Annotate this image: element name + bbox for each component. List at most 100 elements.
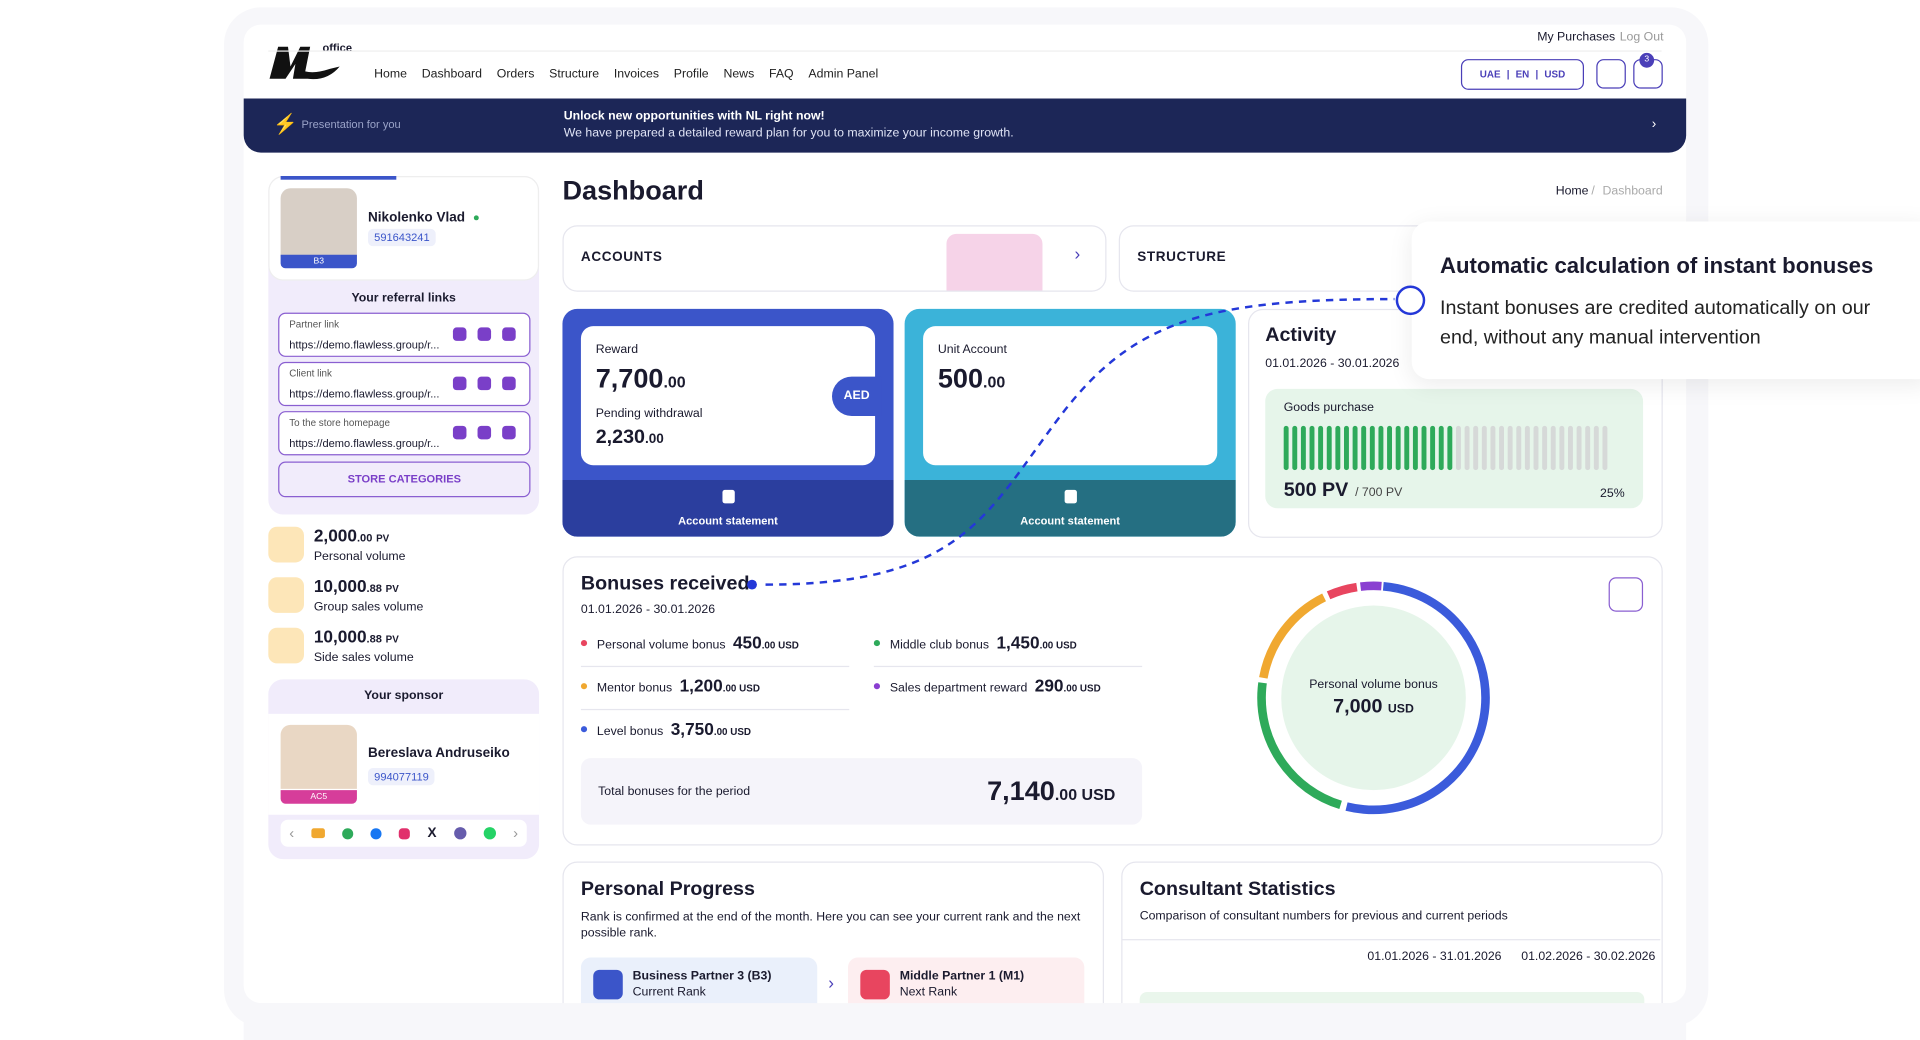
- tooltip-anchor: [1395, 285, 1426, 316]
- sponsor-avatar: [280, 724, 357, 789]
- progress-segment: [1300, 425, 1306, 471]
- stat-value: 2,000.00 PV: [314, 526, 389, 548]
- calendar-button[interactable]: [1608, 577, 1644, 612]
- copy-button[interactable]: [502, 425, 516, 440]
- qr-button[interactable]: [452, 327, 467, 341]
- stat-frac: .88: [366, 582, 382, 595]
- bonus-int: 1,200: [679, 675, 723, 696]
- progress-segment: [1524, 425, 1530, 471]
- progress-segment: [1361, 425, 1367, 471]
- nav-item[interactable]: News: [723, 67, 755, 82]
- qr-button[interactable]: [452, 425, 467, 440]
- period-current: 01.02.2026 - 30.02.2026: [1521, 950, 1656, 964]
- share-button[interactable]: [477, 327, 492, 341]
- avatar: [280, 188, 357, 258]
- locale-item[interactable]: UAE: [1479, 68, 1501, 81]
- stat-label: Side sales volume: [313, 651, 414, 665]
- nav-item[interactable]: Home: [374, 67, 408, 82]
- share-button[interactable]: [477, 425, 492, 440]
- unit-statement[interactable]: Account statement: [1020, 514, 1121, 527]
- progress-segment: [1387, 425, 1393, 471]
- breadcrumb-home[interactable]: Home: [1555, 184, 1589, 199]
- accounts-tab[interactable]: [562, 225, 1107, 292]
- log-out[interactable]: Log Out: [1619, 30, 1664, 45]
- bonus-name: Personal volume bonus: [596, 638, 726, 653]
- reward-statement[interactable]: Account statement: [678, 514, 778, 527]
- divider: [580, 708, 850, 711]
- mail[interactable]: [311, 828, 326, 839]
- banner[interactable]: [243, 98, 1687, 153]
- instagram[interactable]: [399, 827, 411, 839]
- nav-item[interactable]: Admin Panel: [808, 67, 879, 82]
- pending-frac: .00: [644, 432, 664, 447]
- link-url: https://demo.flawless.group/r...: [289, 436, 440, 450]
- stat-int: 2,000: [313, 525, 357, 546]
- fade: [243, 1003, 1687, 1040]
- nav-item[interactable]: Structure: [549, 67, 600, 82]
- bonus-value: 1,450.00 USD: [996, 633, 1076, 655]
- progress-segment: [1292, 425, 1298, 471]
- goods-label: Goods purchase: [1283, 401, 1375, 415]
- edit-button[interactable]: [1596, 59, 1626, 89]
- bonus-item: Sales department reward 290.00 USD: [890, 676, 1101, 698]
- nav-item[interactable]: Profile: [673, 67, 709, 82]
- progress-segment: [1326, 425, 1332, 471]
- bonus-value: 1,200.00 USD: [680, 676, 760, 698]
- bonus-item: Personal volume bonus 450.00 USD: [597, 633, 799, 655]
- bonus-frac: .00 USD: [1039, 640, 1077, 652]
- banner-icon: ⚡: [273, 114, 298, 136]
- phone[interactable]: [342, 827, 354, 839]
- stat-value: 10,000.88 PV: [314, 626, 399, 648]
- nav-item[interactable]: FAQ: [769, 67, 794, 82]
- locale-item[interactable]: EN: [1515, 68, 1530, 81]
- facebook[interactable]: [370, 827, 382, 839]
- reward-label: Reward: [595, 343, 639, 357]
- prev[interactable]: ‹: [289, 824, 295, 842]
- progress-segment: [1593, 425, 1599, 471]
- total-frac: .00 USD: [1054, 785, 1116, 804]
- separator: |: [1506, 68, 1510, 81]
- logo: [269, 46, 340, 80]
- copy-button[interactable]: [502, 376, 516, 391]
- bonus-item: Level bonus 3,750.00 USD: [597, 719, 751, 741]
- bonus-name: Middle club bonus: [889, 638, 990, 653]
- store-categories[interactable]: STORE CATEGORIES: [278, 461, 531, 498]
- pending-int: 2,230: [595, 427, 645, 449]
- sponsor-id: 994077119: [368, 768, 435, 786]
- bonus-frac: .00 USD: [722, 683, 760, 695]
- profile-name: Nikolenko Vlad: [368, 210, 466, 226]
- nav-item[interactable]: Invoices: [613, 67, 660, 82]
- whatsapp[interactable]: [483, 827, 496, 840]
- progress-segment: [1404, 425, 1410, 471]
- my-purchases[interactable]: My Purchases: [1537, 30, 1616, 45]
- bonuses-period: 01.01.2026 - 30.01.2026: [580, 603, 716, 617]
- viber[interactable]: [453, 827, 467, 840]
- stat-label: Group sales volume: [313, 600, 424, 615]
- unit-footer[interactable]: [904, 480, 1236, 537]
- stat-icon: [268, 577, 305, 613]
- bonus-frac: .00 USD: [713, 726, 752, 738]
- qr-button[interactable]: [452, 376, 467, 391]
- nav-item[interactable]: Dashboard: [421, 67, 482, 82]
- banner-title: Unlock new opportunities with NL right n…: [563, 109, 825, 124]
- locale-item[interactable]: USD: [1544, 68, 1566, 81]
- bonus-donut: [1257, 581, 1490, 815]
- sponsor-name: Bereslava Andruseiko: [368, 745, 510, 761]
- period-previous: 01.01.2026 - 31.01.2026: [1367, 950, 1502, 964]
- next[interactable]: ›: [513, 824, 519, 842]
- bonus-int: 290: [1034, 675, 1064, 696]
- share-button[interactable]: [477, 376, 492, 391]
- unit-frac: .00: [983, 372, 1006, 392]
- nav-item[interactable]: Orders: [496, 67, 535, 82]
- x[interactable]: X: [427, 825, 437, 841]
- separator: |: [1535, 68, 1539, 81]
- reward-frac: .00: [663, 372, 686, 392]
- stat-unit: PV: [376, 532, 390, 545]
- copy-button[interactable]: [502, 327, 516, 341]
- reward-footer[interactable]: [562, 480, 894, 537]
- donut-unit: USD: [1387, 702, 1414, 717]
- donut-int: 7,000: [1333, 696, 1383, 718]
- tooltip: [1411, 221, 1920, 380]
- locale-switch[interactable]: UAE | EN | USD: [1460, 59, 1585, 90]
